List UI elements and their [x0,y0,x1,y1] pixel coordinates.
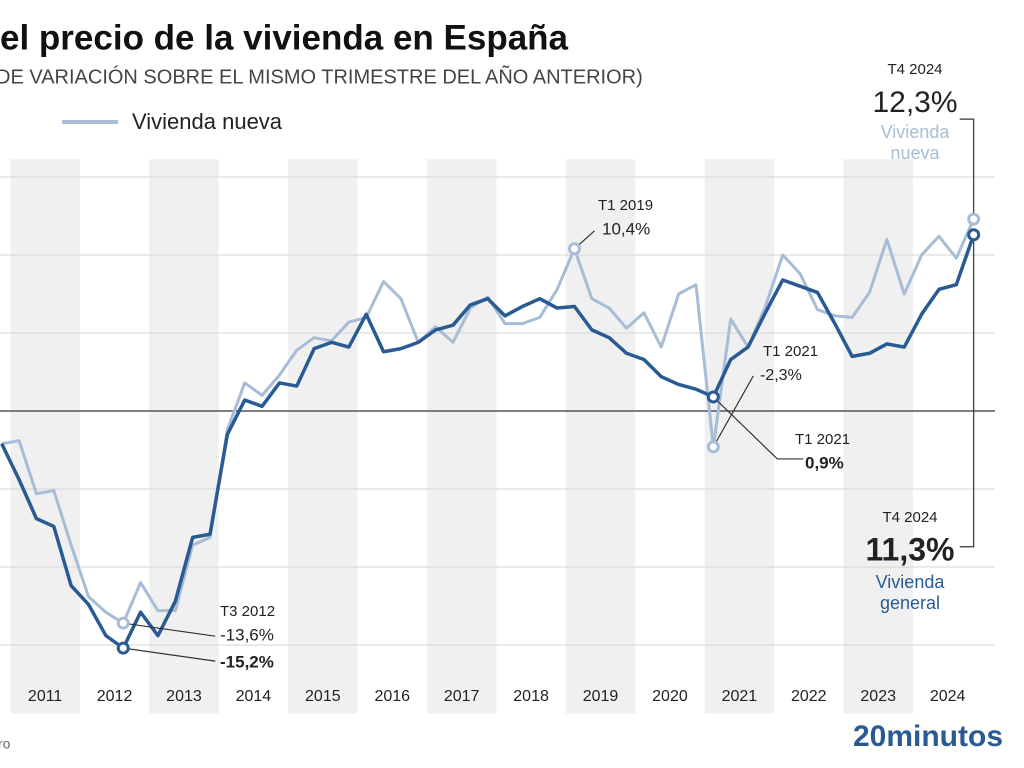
x-tick-label: 2017 [444,688,480,705]
chart-title: el precio de la vivienda en España [0,18,569,57]
leader-line [959,118,975,220]
value-label: 0,9% [805,453,844,472]
period-label: T1 2021 [763,343,818,360]
highlight-point [706,440,720,454]
period-label: T1 2021 [795,431,850,448]
leader-line [712,375,754,448]
x-tick-label: 2019 [583,688,619,705]
year-band [288,159,358,714]
x-tick-label: 2024 [930,688,966,705]
value-label: -15,2% [220,652,274,671]
x-tick-label: 2023 [860,688,896,705]
highlight-point [967,228,981,242]
legend-label: Vivienda nueva [132,109,283,134]
series-end-name: Vivienda general [875,572,945,613]
value-label: 11,3% [866,531,955,567]
period-label: T3 2012 [220,603,275,620]
year-band [565,159,636,714]
period-label: T4 2024 [887,61,942,78]
chart-subtitle: DE VARIACIÓN SOBRE EL MISMO TRIMESTRE DE… [0,64,643,88]
x-tick-label: 2021 [722,688,758,705]
leader-line [712,396,804,460]
x-tick-label: 2011 [28,688,63,705]
year-band [149,159,219,714]
year-band [10,159,80,714]
year-band [843,159,913,714]
x-tick-label: 2014 [236,688,272,705]
period-label: T1 2019 [598,197,653,214]
leader-line [959,234,975,548]
series-end-name: Vivienda nueva [880,122,950,163]
x-tick-label: 2012 [97,688,133,705]
year-band [426,159,497,714]
highlight-point [706,390,720,404]
highlight-point [967,212,981,226]
source: ro [0,736,11,752]
value-label: 12,3% [872,86,957,119]
highlight-point [116,616,130,630]
value-label: -13,6% [220,625,274,644]
leader-line [123,622,216,637]
x-tick-label: 2013 [166,688,202,705]
value-label: 10,4% [602,219,650,238]
leader-line [123,647,216,662]
highlight-point [116,641,130,655]
x-tick-label: 2016 [374,688,410,705]
x-tick-label: 2020 [652,688,688,705]
period-label: T4 2024 [882,509,937,526]
highlight-point [567,242,581,256]
value-label: -2,3% [760,367,802,384]
x-tick-label: 2022 [791,688,827,705]
series-line [0,234,976,650]
x-tick-label: 2018 [513,688,549,705]
brand-logo: 20minutos [853,720,1003,753]
x-tick-label: 2015 [305,688,341,705]
